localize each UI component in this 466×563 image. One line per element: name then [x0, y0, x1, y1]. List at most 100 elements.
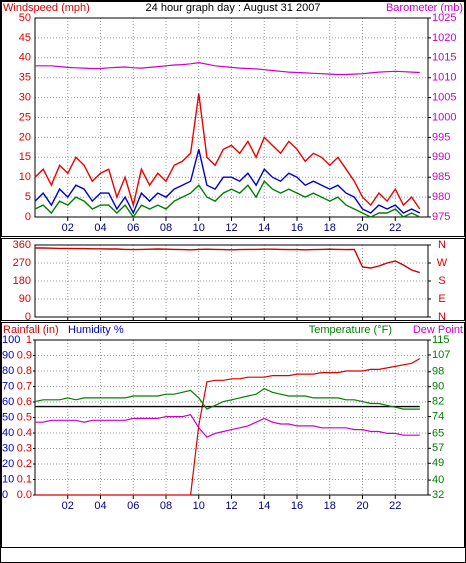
y2-tick-label: 74 [432, 410, 444, 422]
y2-tick-label: 985 [432, 171, 450, 183]
y2-tick-label: N [438, 239, 446, 251]
y-tick-label: 270 [13, 257, 31, 269]
y2-tick-label: E [438, 293, 445, 305]
y-tick-label: 45 [19, 32, 31, 44]
y2-tick-label: 115 [432, 334, 450, 346]
y-tick-label: 40 [2, 427, 14, 439]
x-tick-label: 12 [225, 500, 237, 512]
y2-tick-label: S [438, 275, 445, 287]
y2-tick-label: 107 [432, 349, 450, 361]
plot-frame [34, 17, 429, 218]
y-tick-label: 360 [13, 239, 31, 251]
x-tick-label: 02 [62, 222, 74, 234]
y-tick-label: 25 [19, 111, 31, 123]
y-tick-label: 90 [2, 349, 14, 361]
y3-tick-label: 0.7 [17, 380, 32, 392]
axis-label: Humidity % [68, 324, 124, 336]
x-tick-label: 10 [193, 222, 205, 234]
y2-tick-label: 57 [432, 442, 444, 454]
y2-tick-label: 65 [432, 427, 444, 439]
x-tick-label: 18 [324, 500, 336, 512]
y-tick-label: 90 [19, 293, 31, 305]
plot-frame [34, 244, 429, 318]
y3-tick-label: 0.6 [17, 396, 32, 408]
x-tick-label: 04 [94, 222, 106, 234]
x-tick-label: 06 [127, 222, 139, 234]
x-tick-label: 08 [160, 222, 172, 234]
x-tick-label: 20 [356, 222, 368, 234]
y-tick-label: 10 [19, 171, 31, 183]
y2-tick-label: 1015 [432, 52, 456, 64]
x-tick-label: 10 [193, 500, 205, 512]
y2-tick-label: 40 [432, 474, 444, 486]
y3-tick-label: 0.0 [17, 489, 32, 501]
plot-frame [34, 339, 429, 496]
y3-tick-label: 0.1 [17, 473, 32, 485]
y-tick-label: 0 [25, 311, 31, 323]
y3-tick-label: 1 [26, 334, 32, 346]
x-tick-label: 06 [127, 500, 139, 512]
data-line [35, 247, 421, 274]
y2-tick-label: 980 [432, 191, 450, 203]
y3-tick-label: 0.8 [17, 365, 32, 377]
x-tick-label: 22 [389, 222, 401, 234]
x-tick-label: 22 [389, 500, 401, 512]
panel-border [1, 322, 465, 548]
y2-tick-label: 1000 [432, 111, 456, 123]
data-line [34, 387, 420, 410]
data-line [34, 149, 421, 215]
y2-tick-label: 1010 [432, 72, 456, 84]
x-tick-label: 08 [160, 500, 172, 512]
x-tick-label: 12 [225, 222, 237, 234]
y-tick-label: 180 [13, 275, 31, 287]
data-line [34, 180, 421, 219]
y-tick-label: 0 [2, 489, 8, 501]
axis-label: Dew Point [413, 324, 463, 336]
x-tick-label: 14 [258, 500, 270, 512]
y2-tick-label: 82 [432, 396, 444, 408]
y2-tick-label: 90 [432, 381, 444, 393]
x-tick-label: 14 [258, 222, 270, 234]
y3-tick-label: 0.2 [17, 458, 32, 470]
y2-tick-label: 32 [432, 489, 444, 501]
x-tick-label: 02 [62, 500, 74, 512]
data-line [35, 358, 421, 496]
y-tick-label: 0 [25, 211, 31, 223]
data-line [35, 61, 420, 76]
y3-tick-label: 0.4 [17, 427, 32, 439]
y2-tick-label: 49 [432, 457, 444, 469]
x-tick-label: 20 [356, 500, 368, 512]
y-tick-label: 35 [19, 72, 31, 84]
x-tick-label: 18 [324, 222, 336, 234]
x-tick-label: 16 [291, 222, 303, 234]
y3-tick-label: 0.9 [17, 349, 32, 361]
panel-border [1, 1, 465, 237]
y-tick-label: 80 [2, 365, 14, 377]
panel-border [1, 238, 465, 321]
y3-tick-label: 0.3 [17, 442, 32, 454]
axis-label: Temperature (°F) [309, 324, 392, 336]
x-tick-label: 16 [291, 500, 303, 512]
y2-tick-label: 990 [432, 151, 450, 163]
y-tick-label: 20 [2, 458, 14, 470]
y-tick-label: 15 [19, 151, 31, 163]
y-tick-label: 10 [2, 473, 14, 485]
x-tick-label: 04 [94, 500, 106, 512]
y-tick-label: 70 [2, 380, 14, 392]
y-tick-label: 30 [2, 442, 14, 454]
y2-tick-label: 98 [432, 366, 444, 378]
y2-tick-label: W [437, 257, 448, 269]
y-tick-label: 40 [19, 52, 31, 64]
y2-tick-label: 1005 [432, 92, 456, 104]
y2-tick-label: 1020 [432, 32, 456, 44]
chart-title: 24 hour graph day : August 31 2007 [146, 2, 321, 14]
y2-tick-label: 995 [432, 131, 450, 143]
y-tick-label: 100 [2, 334, 20, 346]
axis-label: Barometer (mb) [386, 2, 463, 14]
data-line [34, 93, 421, 210]
axis-label: Windspeed (mph) [3, 2, 90, 14]
axis-label: Rainfall (in) [3, 324, 59, 336]
y-tick-label: 50 [19, 12, 31, 24]
data-line [35, 414, 420, 438]
